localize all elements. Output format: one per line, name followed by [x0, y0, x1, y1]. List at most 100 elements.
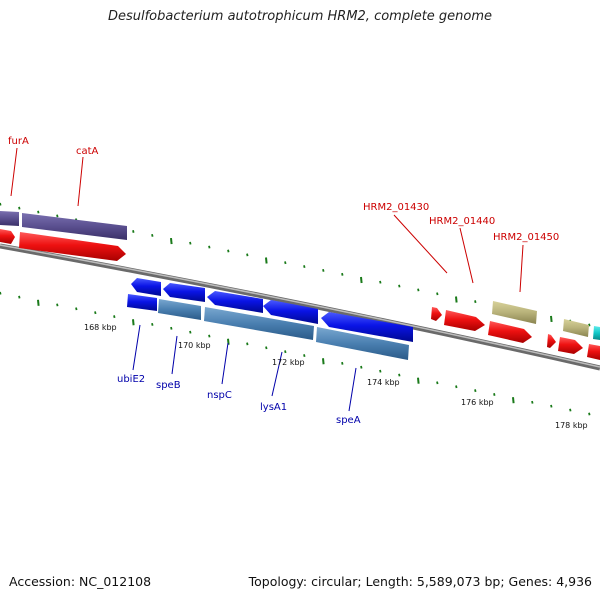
scale-tick-label: 172 kbp — [272, 358, 305, 367]
gene-bar — [492, 301, 537, 324]
grid-dot — [227, 249, 230, 253]
grid-dot — [379, 280, 382, 284]
gene-label-hrm2-01450: HRM2_01450 — [493, 232, 559, 243]
gene-bar — [204, 307, 314, 340]
grid-dot — [360, 365, 363, 369]
grid-dot — [360, 276, 363, 284]
gene-arrow — [587, 344, 600, 360]
leader-line — [271, 351, 283, 397]
grid-dot — [265, 346, 268, 350]
gene-arrow — [547, 334, 556, 348]
scale-tick-label: 170 kbp — [178, 341, 211, 350]
grid-dot — [588, 412, 591, 416]
grid-dot — [170, 326, 173, 330]
gene-bar — [593, 326, 600, 340]
genome-backbone-highlight — [0, 244, 600, 368]
grid-dot — [189, 241, 192, 245]
gene-label-speb: speB — [156, 380, 181, 391]
leader-line — [519, 244, 524, 293]
gene-label-nspc: nspC — [207, 390, 232, 401]
grid-dot — [151, 233, 154, 237]
gene-arrow — [207, 291, 263, 313]
reverse-gene-arrows — [131, 278, 413, 342]
grid-dot — [208, 245, 211, 249]
grid-dot — [246, 253, 249, 257]
gene-label-spea: speA — [336, 415, 361, 426]
grid-dot — [94, 311, 97, 315]
gene-arrow — [431, 307, 442, 321]
grid-dot — [455, 296, 458, 303]
gene-label-cata: catA — [76, 146, 99, 157]
gene-bar — [563, 319, 589, 337]
dotted-grid — [0, 202, 591, 416]
grid-dot — [341, 361, 344, 365]
grid-dot — [455, 385, 458, 389]
forward-feature-bars — [0, 211, 600, 340]
genome-backbone — [0, 243, 600, 371]
grid-dot — [151, 322, 154, 326]
gene-label-hrm2-01430: HRM2_01430 — [363, 202, 429, 213]
scale-tick-label: 178 kbp — [555, 421, 588, 430]
grid-dot — [56, 303, 59, 307]
grid-dot — [208, 334, 211, 338]
leader-line — [348, 367, 357, 412]
scale-tick-label: 176 kbp — [461, 398, 494, 407]
grid-dot — [56, 214, 59, 218]
leader-line — [393, 214, 448, 274]
grid-dot — [588, 323, 591, 327]
grid-dot — [170, 237, 173, 245]
gene-bar — [22, 213, 127, 240]
gene-arrow — [558, 337, 583, 354]
gene-arrow — [0, 229, 15, 244]
grid-dot — [113, 315, 116, 319]
gene-bar — [0, 211, 19, 226]
gene-bar — [158, 299, 201, 320]
gene-arrow — [19, 232, 126, 261]
scale-tick-label: 174 kbp — [367, 378, 400, 387]
leader-line — [459, 227, 474, 284]
grid-dot — [341, 272, 344, 276]
grid-dot — [0, 291, 2, 295]
label-leader-lines — [10, 147, 524, 412]
gene-label-hrm2-01440: HRM2_01440 — [429, 216, 495, 227]
gene-label-lysa1: lysA1 — [260, 402, 287, 413]
grid-dot — [398, 284, 401, 288]
gene-arrow — [163, 283, 205, 302]
grid-dot — [284, 350, 287, 354]
gene-arrow — [444, 310, 485, 331]
grid-dot — [474, 300, 477, 304]
grid-dot — [512, 397, 515, 404]
leader-line — [132, 324, 141, 371]
gene-arrow — [131, 278, 161, 296]
reverse-feature-bars — [127, 294, 409, 360]
grid-dot — [37, 210, 40, 214]
grid-dot — [0, 202, 2, 206]
grid-dot — [531, 400, 534, 404]
grid-dot — [37, 299, 40, 306]
gene-arrow — [321, 312, 413, 342]
genome-summary-text: Topology: circular; Length: 5,589,073 bp… — [248, 574, 592, 589]
leader-line — [77, 156, 84, 207]
gene-label-fura: furA — [8, 136, 29, 147]
accession-text: Accession: NC_012108 — [9, 574, 152, 589]
forward-gene-arrows — [0, 229, 600, 360]
leader-line — [221, 342, 229, 385]
scale-ticks: 168 kbp 170 kbp 172 kbp 174 kbp 176 kbp 178 k… — [84, 323, 588, 430]
grid-dot — [18, 295, 21, 299]
grid-dot — [417, 377, 420, 384]
grid-dot — [493, 393, 496, 396]
scale-tick-label: 168 kbp — [84, 323, 117, 332]
grid-dot — [550, 404, 553, 408]
grid-dot — [18, 206, 21, 210]
grid-dot — [417, 288, 420, 292]
gene-bar — [127, 294, 157, 311]
grid-dot — [132, 230, 135, 233]
grid-dot — [474, 389, 477, 393]
grid-dot — [436, 292, 439, 296]
leader-line — [10, 147, 18, 197]
leader-line — [171, 335, 178, 375]
grid-dot — [303, 265, 306, 269]
grid-dot — [398, 373, 401, 377]
grid-dot — [246, 342, 249, 346]
